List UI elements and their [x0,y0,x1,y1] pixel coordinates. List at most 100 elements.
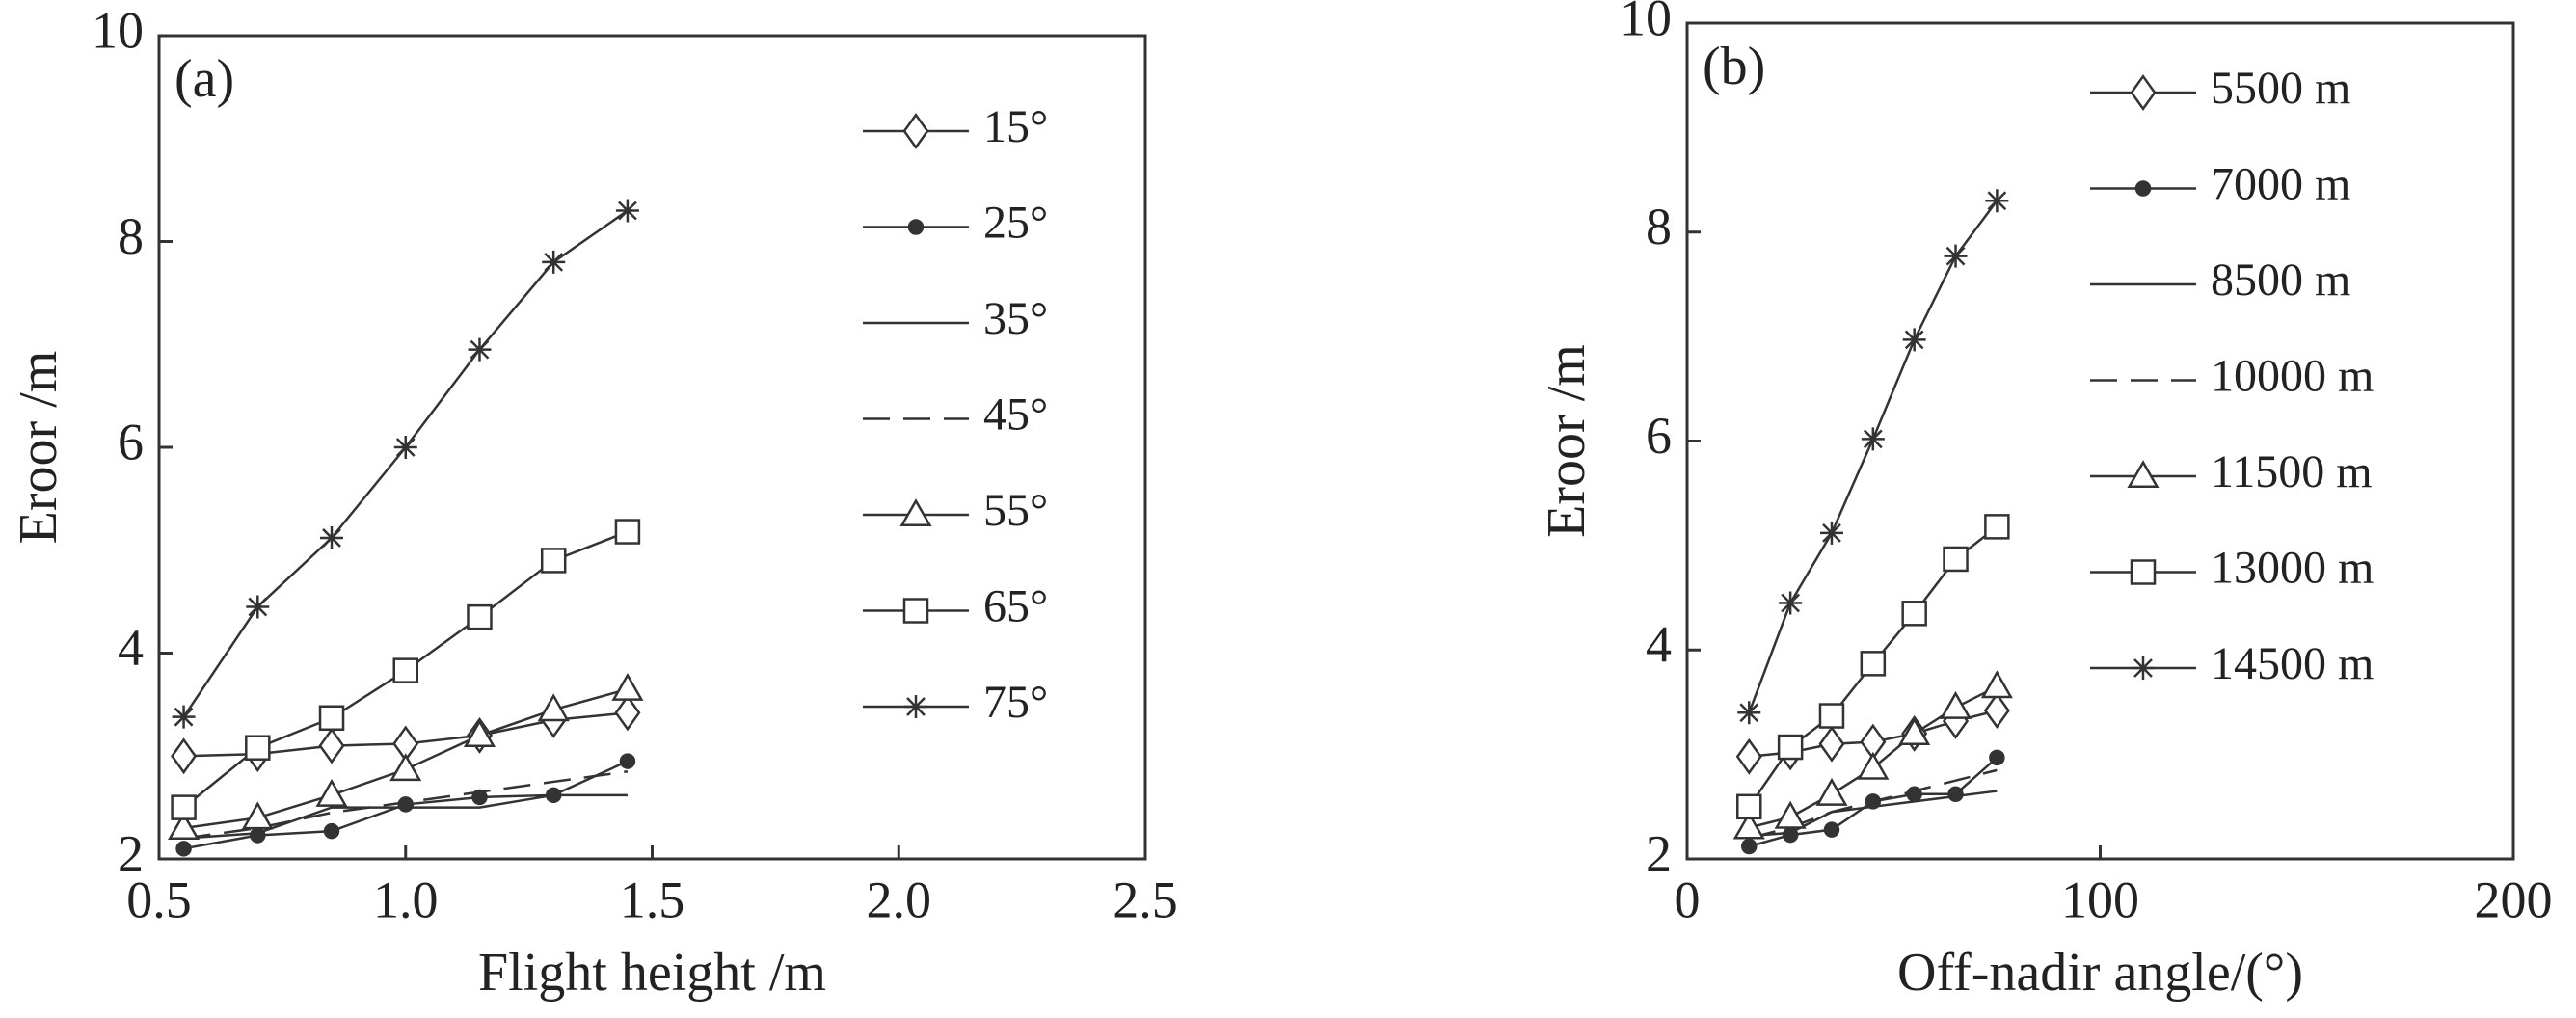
x-axis-label: Off-nadir angle/(°) [1897,943,2303,1003]
marker-triangle [463,718,496,747]
marker-triangle [1732,811,1765,840]
marker-square [245,735,271,761]
plot-frame [157,34,1147,861]
marker-diamond [171,737,198,775]
legend-label: 11500 m [2211,446,2373,497]
marker-dot [471,789,488,806]
y-tick-label: 10 [92,1,144,59]
marker-square [1984,514,2010,540]
legend-label: 14500 m [2211,638,2374,689]
marker-star [904,695,927,718]
legend-label: 8500 m [2211,254,2350,306]
marker-star [246,595,270,619]
legend-label: 55° [983,485,1048,536]
marker-triangle [1857,751,1890,780]
marker-star [1819,521,1843,545]
marker-star [615,199,639,223]
plot-frame [1685,21,2515,861]
marker-star [468,337,492,362]
marker-star [320,525,344,549]
x-tick-label: 0.5 [126,871,192,928]
marker-dot [2134,180,2152,197]
x-tick-label: 1.0 [373,871,439,928]
marker-star [1861,427,1885,451]
marker-star [2132,656,2155,680]
y-tick-label: 4 [1646,616,1672,674]
marker-triangle [1939,690,1972,719]
marker-star [542,250,566,274]
marker-triangle [899,498,932,527]
marker-square [171,794,197,820]
x-axis-label: Flight height /m [478,943,826,1003]
marker-diamond [318,727,345,764]
legend-label: 15° [983,101,1048,152]
legend-label: 10000 m [2211,351,2374,402]
marker-triangle [537,693,570,722]
x-tick-label: 1.5 [620,871,685,928]
marker-triangle [2127,460,2160,489]
marker-triangle [315,778,348,807]
marker-square [1943,546,1969,573]
marker-dot [1947,786,1964,803]
y-tick-label: 2 [118,824,144,882]
marker-triangle [611,672,644,701]
marker-star [393,436,417,459]
panel-label: (b) [1703,37,1765,96]
marker-square [1818,703,1845,729]
legend-label: 25° [983,198,1048,249]
series-line [182,209,629,718]
marker-star [172,705,196,729]
y-axis-label: Eroor /m [9,351,68,545]
marker-dot [323,822,340,840]
marker-diamond [1818,725,1845,763]
marker-triangle [241,801,274,830]
legend-label: 75° [983,677,1048,728]
y-tick-label: 10 [1620,0,1672,46]
legend-label: 35° [983,293,1048,344]
marker-star [1944,244,1968,268]
marker-diamond [1735,737,1762,775]
marker-square [392,657,418,683]
x-tick-label: 0 [1675,871,1701,928]
y-tick-label: 8 [118,207,144,265]
marker-square [318,705,345,732]
marker-dot [907,219,925,235]
marker-dot [175,841,192,857]
marker-square [540,548,567,574]
legend-label: 7000 m [2211,159,2350,210]
marker-star [1902,328,1926,352]
marker-diamond [2130,74,2157,111]
x-tick-label: 2.5 [1113,871,1178,928]
marker-diamond [1983,692,2010,730]
marker-triangle [168,812,201,841]
marker-triangle [1898,717,1931,745]
x-tick-label: 2.0 [867,871,932,928]
marker-star [1985,189,2009,213]
marker-square [1901,601,1927,627]
y-tick-label: 2 [1646,824,1672,882]
x-tick-label: 200 [2475,871,2553,928]
y-tick-label: 6 [1646,407,1672,465]
marker-diamond [614,694,641,732]
marker-star [1779,591,1803,615]
marker-triangle [389,753,422,782]
y-tick-label: 4 [118,619,144,677]
legend-label: 65° [983,581,1048,632]
legend-label: 13000 m [2211,543,2374,594]
marker-square [467,603,493,630]
series-line [183,770,629,840]
legend-label: 5500 m [2211,63,2350,114]
marker-square [1736,793,1762,820]
marker-square [2130,559,2157,585]
marker-dot [397,796,414,813]
panel-label: (a) [174,49,234,109]
y-tick-label: 8 [1646,198,1672,255]
marker-triangle [1774,800,1807,829]
marker-dot [1989,749,2005,766]
x-tick-label: 100 [2061,871,2139,928]
marker-square [902,598,929,624]
marker-diamond [902,113,929,149]
marker-triangle [1980,670,2013,699]
series-line [183,793,628,840]
